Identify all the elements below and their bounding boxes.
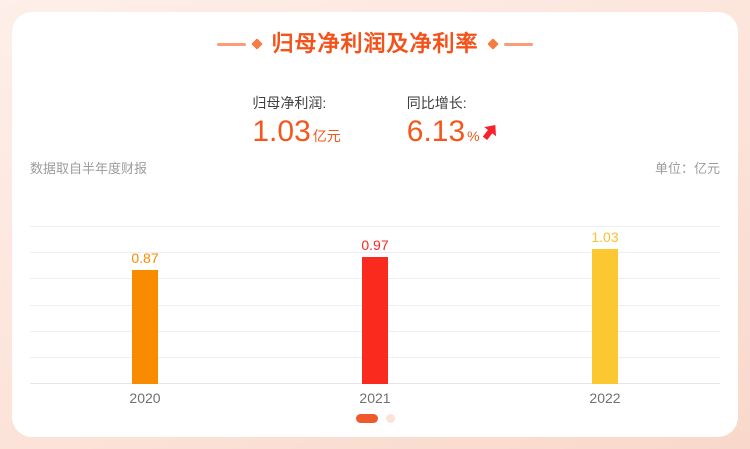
right-diamond-icon [486, 38, 499, 50]
bar-value-label-2021: 0.97 [361, 237, 389, 254]
stat-yoy-growth-label: 同比增长: [406, 95, 467, 111]
x-tick-label-2020: 2020 [129, 390, 161, 406]
up-arrow-icon [482, 124, 496, 140]
bar-value-label-2022: 1.03 [591, 229, 619, 246]
stats-row: 归母净利润: 1.03 亿元 同比增长: 6.13 % [30, 95, 720, 148]
bar-chart: 0.87 0.97 1.03 2020 2021 2022 [30, 226, 720, 406]
chart-card: 归母净利润及净利率 归母净利润: 1.03 亿元 同比增长: 6.13 % [12, 12, 738, 437]
gridline [30, 226, 720, 227]
stat-net-profit-unit: 亿元 [312, 128, 341, 144]
left-line-decoration [217, 42, 247, 46]
bar-slot-2022: 1.03 [490, 227, 720, 384]
x-tick-label-2021: 2021 [359, 390, 391, 406]
bar-2021[interactable]: 0.97 [361, 238, 389, 384]
right-line-decoration [503, 42, 533, 46]
chart-plot: 0.87 0.97 1.03 [30, 226, 720, 384]
bar-2020[interactable]: 0.87 [131, 251, 159, 384]
carousel-dot-inactive[interactable] [385, 414, 395, 423]
stat-yoy-growth: 同比增长: 6.13 % [407, 95, 498, 148]
stat-yoy-growth-number: 6.13 [406, 115, 466, 148]
carousel-dot-active[interactable] [355, 414, 378, 423]
gridline [30, 252, 720, 254]
bar-slot-2021: 0.97 [260, 227, 490, 384]
stat-net-profit-number: 1.03 [252, 115, 311, 148]
bar-slot-2020: 0.87 [30, 227, 260, 384]
x-axis-labels: 2020 2021 2022 [30, 390, 720, 406]
bar-slots: 0.87 0.97 1.03 [30, 227, 720, 384]
x-tick-label-2022: 2022 [589, 390, 621, 406]
left-diamond-icon [251, 38, 264, 50]
meta-row: 数据取自半年度财报 单位：亿元 [30, 161, 720, 177]
unit-label: 单位：亿元 [654, 161, 720, 176]
title-left-decoration [217, 38, 264, 50]
data-source-note: 数据取自半年度财报 [30, 161, 148, 176]
stat-yoy-growth-unit: % [467, 128, 480, 144]
carousel-dots [30, 414, 720, 423]
stat-net-profit: 归母净利润: 1.03 亿元 [252, 95, 340, 148]
title-row: 归母净利润及净利率 [30, 12, 720, 57]
title-right-decoration [486, 38, 533, 50]
bar-2022[interactable]: 1.03 [591, 230, 619, 384]
stat-yoy-growth-value: 6.13 % [407, 116, 498, 148]
bar-value-label-2020: 0.87 [131, 250, 159, 267]
page-title: 归母净利润及净利率 [271, 31, 479, 56]
stat-net-profit-value: 1.03 亿元 [252, 116, 340, 148]
stat-net-profit-label: 归母净利润: [252, 95, 327, 111]
